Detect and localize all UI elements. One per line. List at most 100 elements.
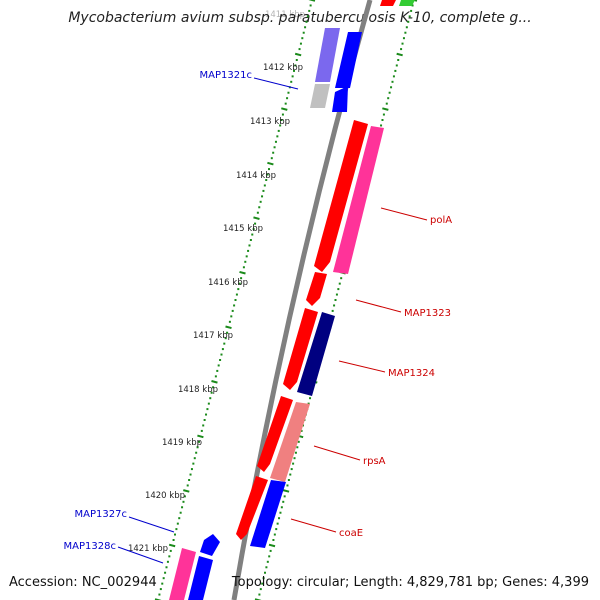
major-tick <box>410 0 418 2</box>
minor-tick-dot <box>259 588 262 591</box>
gene-map1327c[interactable] <box>200 534 220 556</box>
gene-map1323[interactable] <box>306 272 327 306</box>
label-map1328c[interactable]: MAP1328c <box>64 541 116 552</box>
gene-map1324-red[interactable] <box>283 308 318 390</box>
tick-label-1412: 1412 kbp <box>263 63 303 73</box>
minor-tick-dot <box>333 304 336 307</box>
gene-coae-red[interactable] <box>236 476 268 540</box>
minor-tick-dot <box>235 293 238 296</box>
minor-tick-dot <box>272 539 275 541</box>
gene-top-green[interactable] <box>399 0 415 6</box>
minor-tick-dot <box>277 129 280 132</box>
minor-tick-dot <box>214 375 217 378</box>
minor-tick-dot <box>162 577 165 580</box>
minor-tick-dot <box>300 429 303 432</box>
gene-map1321c-blue-upper[interactable] <box>335 32 362 88</box>
minor-tick-dot <box>192 462 195 465</box>
leader-map1327c <box>128 516 175 533</box>
minor-tick-dot <box>273 146 276 149</box>
minor-tick-dot <box>254 222 257 225</box>
minor-tick-dot <box>165 566 168 569</box>
leader-pola <box>380 207 428 221</box>
gene-map1321c-blue-arrow[interactable] <box>332 86 348 112</box>
minor-tick-dot <box>164 571 167 574</box>
label-map1327c[interactable]: MAP1327c <box>75 509 127 520</box>
gene-map1324[interactable] <box>297 312 335 396</box>
label-map1323[interactable]: MAP1323 <box>404 308 451 319</box>
label-coae[interactable]: coaE <box>339 528 363 539</box>
minor-tick-dot <box>289 473 292 476</box>
minor-tick-dot <box>202 424 205 427</box>
gene-pola-pink[interactable] <box>333 126 384 274</box>
minor-tick-dot <box>273 533 276 536</box>
minor-tick-dot <box>186 484 189 487</box>
gene-map1321c-lavender[interactable] <box>315 28 340 82</box>
major-tick <box>225 325 232 330</box>
minor-tick-dot <box>397 59 400 61</box>
minor-tick-dot <box>230 315 233 318</box>
minor-tick-dot <box>407 20 410 23</box>
minor-tick-dot <box>287 479 290 481</box>
label-pola[interactable]: polA <box>430 215 452 226</box>
major-tick <box>168 543 176 548</box>
label-map1321c[interactable]: MAP1321c <box>200 70 252 81</box>
minor-tick-dot <box>176 522 179 525</box>
minor-tick-dot <box>400 48 403 51</box>
minor-tick-dot <box>252 228 255 231</box>
minor-tick-dot <box>206 408 209 411</box>
minor-tick-dot <box>385 102 388 105</box>
minor-tick-dot <box>390 86 393 89</box>
genome-title: Mycobacterium avium subsp. paratuberculo… <box>68 10 532 26</box>
minor-tick-dot <box>262 189 265 192</box>
minor-tick-dot <box>216 369 219 372</box>
tick-label-1411: 1411 kbp <box>265 10 305 20</box>
minor-tick-dot <box>308 9 311 12</box>
gene-rpsa-red[interactable] <box>257 396 293 472</box>
minor-tick-dot <box>158 593 161 596</box>
minor-tick-dot <box>411 4 414 7</box>
tick-label-1413: 1413 kbp <box>250 117 290 127</box>
minor-tick-dot <box>244 260 247 263</box>
minor-tick-dot <box>210 391 213 394</box>
minor-tick-dot <box>335 293 338 296</box>
minor-tick-dot <box>195 451 198 454</box>
minor-tick-dot <box>293 457 296 460</box>
minor-tick-dot <box>200 429 203 432</box>
minor-tick-dot <box>304 26 307 29</box>
minor-tick-dot <box>337 288 340 291</box>
minor-tick-dot <box>258 593 261 596</box>
minor-tick-dot <box>259 200 262 203</box>
major-tick <box>267 161 274 166</box>
label-rpsa[interactable]: rpsA <box>363 456 386 467</box>
major-tick <box>254 598 262 600</box>
label-leader-lines <box>117 77 428 564</box>
minor-tick-dot <box>223 342 226 345</box>
tick-label-1419: 1419 kbp <box>162 438 202 448</box>
minor-tick-dot <box>382 113 385 116</box>
minor-tick-dot <box>219 359 222 361</box>
minor-tick-dot <box>287 91 290 94</box>
minor-tick-dot <box>293 69 296 72</box>
gene-map1328c-pink[interactable] <box>169 548 196 600</box>
minor-tick-dot <box>233 304 236 307</box>
minor-tick-dot <box>297 440 300 443</box>
minor-tick-dot <box>275 528 278 531</box>
leader-map1323 <box>355 299 402 313</box>
minor-tick-dot <box>338 282 341 285</box>
minor-tick-dot <box>387 97 390 100</box>
minor-tick-dot <box>380 124 383 127</box>
minor-tick-dot <box>178 517 181 520</box>
gene-pola[interactable] <box>314 120 368 272</box>
gene-rpsa[interactable] <box>270 402 310 482</box>
minor-tick-dot <box>404 31 407 34</box>
label-map1324[interactable]: MAP1324 <box>388 368 435 379</box>
gene-coae[interactable] <box>250 480 286 548</box>
gene-map1321c-grey[interactable] <box>310 84 330 108</box>
minor-tick-dot <box>249 239 252 241</box>
gene-top-red[interactable] <box>380 0 396 6</box>
major-tick <box>294 52 302 57</box>
major-tick <box>211 380 218 384</box>
minor-tick-dot <box>266 173 269 176</box>
gene-map1328c[interactable] <box>188 556 213 600</box>
minor-tick-dot <box>262 577 265 580</box>
